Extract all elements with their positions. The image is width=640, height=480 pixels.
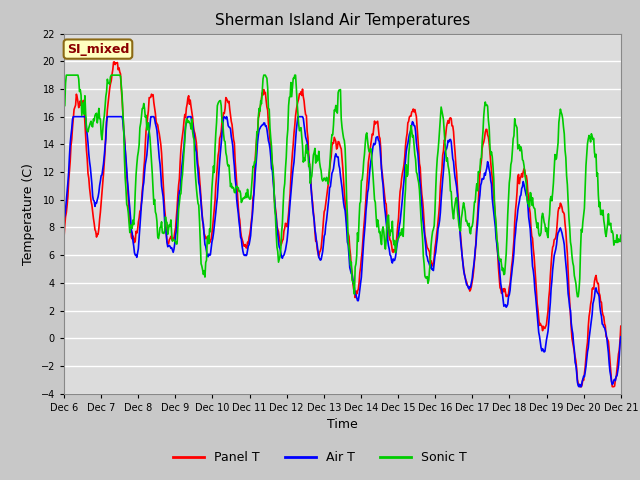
Panel T [185, 93, 193, 98]
Line: Sonic T: Sonic T [64, 75, 621, 297]
Air T [617, 334, 625, 340]
Sonic T [63, 72, 70, 78]
Panel T [617, 324, 625, 329]
Panel T [214, 153, 222, 158]
Sonic T [71, 72, 79, 78]
Panel T [411, 107, 419, 112]
Air T [428, 262, 435, 267]
Air T [60, 216, 68, 222]
Text: SI_mixed: SI_mixed [67, 43, 129, 56]
Sonic T [214, 100, 222, 106]
X-axis label: Time: Time [327, 418, 358, 431]
Sonic T [428, 242, 435, 248]
Air T [575, 384, 583, 390]
Sonic T [411, 152, 419, 157]
Legend: Panel T, Air T, Sonic T: Panel T, Air T, Sonic T [168, 446, 472, 469]
Sonic T [185, 118, 193, 124]
Air T [411, 123, 419, 129]
Panel T [111, 59, 118, 65]
Panel T [128, 236, 136, 242]
Sonic T [573, 294, 581, 300]
Panel T [428, 258, 435, 264]
Air T [214, 181, 222, 187]
Air T [70, 114, 77, 120]
Line: Air T: Air T [64, 117, 621, 387]
Air T [71, 114, 79, 120]
Line: Panel T: Panel T [64, 62, 621, 387]
Title: Sherman Island Air Temperatures: Sherman Island Air Temperatures [215, 13, 470, 28]
Y-axis label: Temperature (C): Temperature (C) [22, 163, 35, 264]
Sonic T [617, 232, 625, 238]
Sonic T [60, 104, 68, 109]
Air T [128, 230, 136, 236]
Panel T [576, 384, 584, 390]
Panel T [70, 107, 78, 112]
Air T [185, 114, 193, 120]
Sonic T [128, 226, 136, 231]
Panel T [60, 235, 68, 240]
